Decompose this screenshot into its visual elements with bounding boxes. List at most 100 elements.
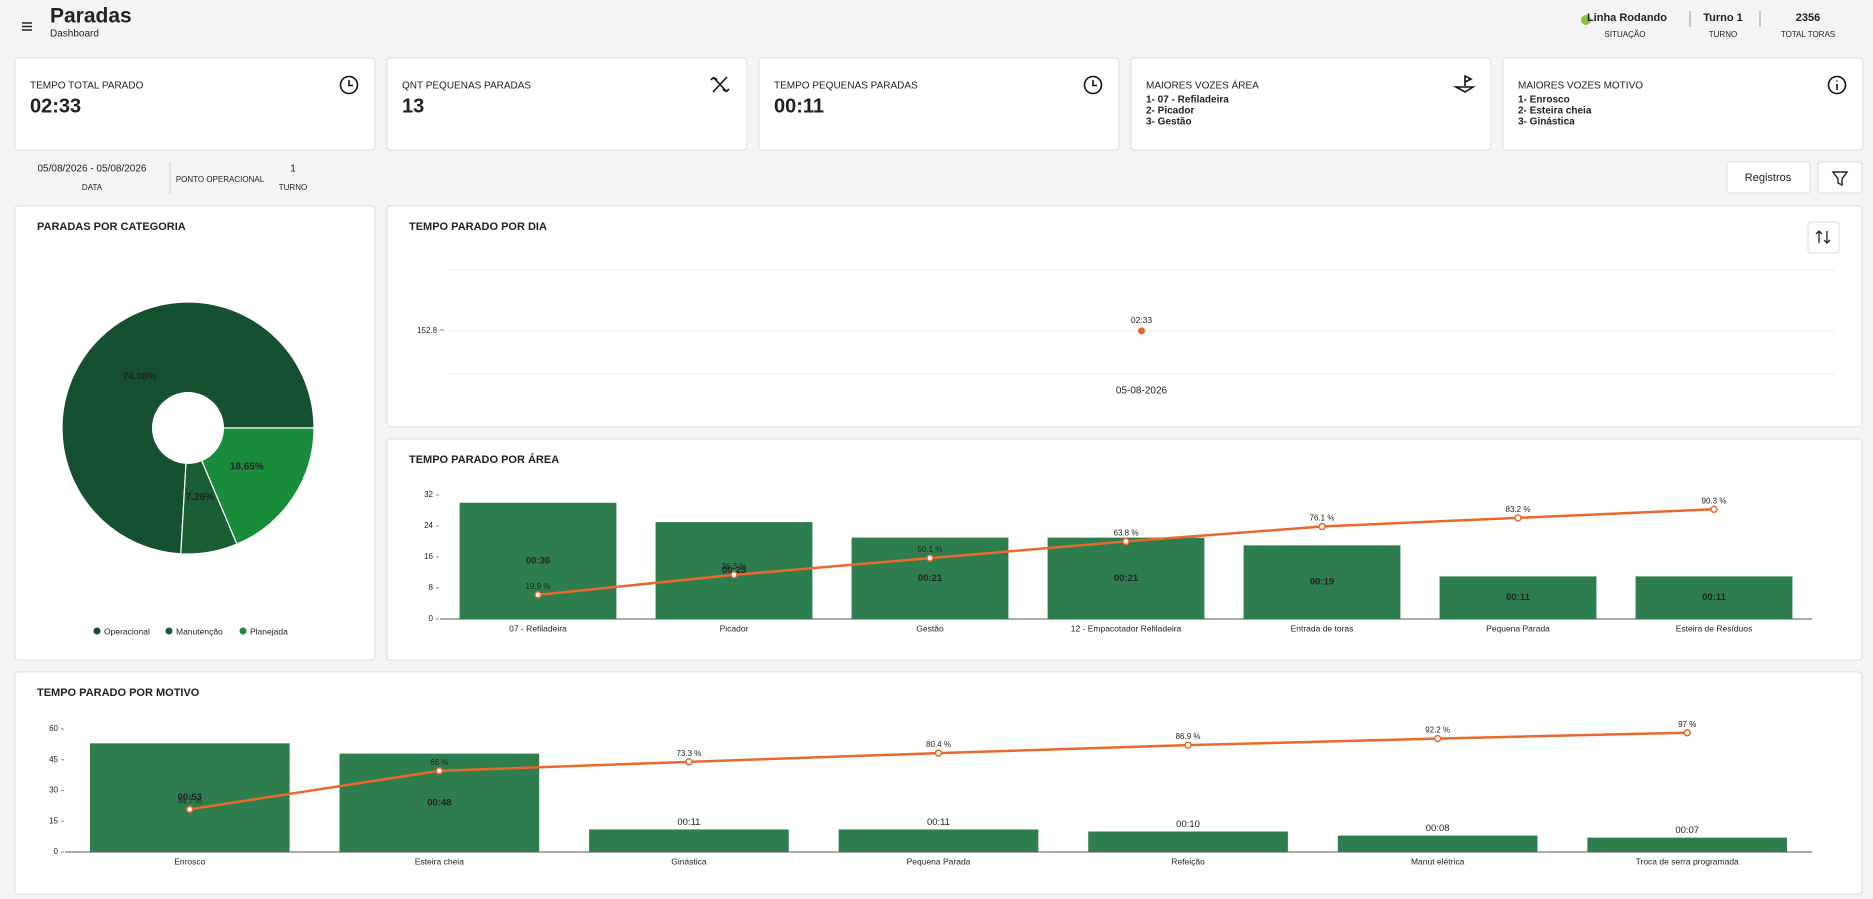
bar [1243,545,1401,619]
sort-button[interactable] [1807,221,1840,254]
pareto-point [730,571,738,579]
x-tick-label: Enrosco [174,856,205,866]
kpi-card [386,57,748,151]
kpi-item: 3- Ginástica [1518,117,1575,128]
donut-hole [152,392,224,464]
clock-icon [339,75,359,95]
pareto-label: 83.2 % [1506,505,1531,514]
pareto-label: 36.3 % [722,562,747,571]
y-tick-label: 30 [49,786,58,795]
clock-icon-hands [1092,80,1097,87]
filter-value: 1 [290,164,296,175]
x-tick-label: Picador [720,623,749,633]
status-value: 2356 [1796,12,1820,24]
clock-icon-hands [348,80,353,87]
x-tick-label: 12 - Empacotador Refiladeira [1071,623,1182,633]
bar [851,537,1009,619]
kpi-value: 13 [402,95,424,117]
kpi-card [1502,57,1864,151]
bar-label: 00:07 [1675,825,1699,836]
pareto-point [435,767,444,775]
kpi-card [1130,57,1492,151]
point [1138,327,1145,335]
filter-icon [1831,171,1849,187]
kpi-item: 2- Esteira cheia [1518,106,1592,117]
kpi-item: 2- Picador [1146,106,1194,117]
y-tick-label: 60 [49,724,58,733]
x-tick-label: Gestão [916,623,944,633]
kpi-label: QNT PEQUENAS PARADAS [402,81,531,92]
pareto-label: 76.1 % [1310,514,1335,523]
pareto-point [1184,741,1192,749]
bar [1088,831,1288,852]
value-label: 02:33 [1131,315,1153,325]
bar [589,829,789,852]
kpi-label: MAIORES VOZES ÁREA [1146,79,1259,92]
y-tick-label: 16 [424,552,433,561]
x-tick-label: Esteira cheia [415,856,464,866]
pareto-point [934,749,943,757]
y-tick-label: 8 [429,583,434,592]
filter-label: PONTO OPERACIONAL [176,175,265,184]
filter-label: TURNO [279,183,307,192]
chart-title: PARADAS POR CATEGORIA [37,221,186,233]
kpi-item: 1- 07 - Refiladeira [1146,95,1229,106]
slice-label: 7.26% [186,492,214,503]
area-icon [1452,74,1476,93]
legend-label: Manutenção [176,626,223,636]
y-tick-label: 24 [424,521,433,530]
pareto-label: 73.3 % [676,749,701,758]
button-label: Registros [1745,172,1792,184]
x-tick-label: Manut elétrica [1411,856,1465,866]
kpi-label: MAIORES VOZES MOTIVO [1518,81,1643,92]
pareto-point [1710,505,1718,513]
status-label: TOTAL TORAS [1781,30,1835,39]
x-tick-label: Pequena Parada [1486,623,1550,633]
bar-label: 00:11 [927,817,950,828]
kpi-item: 3- Gestão [1146,117,1192,128]
bar-label: 00:21 [1114,573,1139,584]
x-tick-label: Ginástica [671,856,707,866]
bar-label: 00:25 [722,565,747,576]
pareto-label: 50.1 % [918,545,943,554]
x-tick-label: Pequena Parada [907,856,971,866]
status-value: Turno 1 [1703,12,1743,24]
x-tick-label: Refeição [1171,856,1205,866]
status-label: SITUAÇÃO [1605,30,1646,39]
kpi-card [758,57,1120,151]
pareto-point [1683,728,1691,737]
bar [1635,576,1793,619]
bar-label: 00:48 [427,797,451,808]
pareto-label: 97 % [1678,720,1696,729]
bar [1439,576,1597,619]
legend-swatch [93,627,101,635]
y-tick-label: 45 [49,755,58,764]
pareto-point [685,758,693,766]
x-tick-label: Troca de serra programada [1636,856,1739,866]
bar-label: 00:30 [526,555,550,566]
bar-label: 00:08 [1426,823,1450,834]
page-title: Paradas [50,5,132,28]
filter-label: DATA [82,183,103,192]
kpi-item: 1- Enrosco [1518,95,1570,106]
status-value: Linha Rodando [1587,12,1667,24]
registros-button[interactable] [1726,161,1811,194]
x-tick-label: Esteira de Resíduos [1676,623,1753,633]
bar-label: 00:21 [918,573,943,584]
x-tick-label: 05-08-2026 [1116,386,1168,397]
menu-button[interactable] [22,22,32,31]
slice-label: 18.65% [230,462,264,473]
bar-label: 00:10 [1176,819,1200,830]
info-icon [1827,75,1847,95]
pie-slice [187,427,315,545]
kpi-value: 00:11 [774,95,824,117]
bar [1587,837,1788,852]
bar-label: 00:53 [178,792,202,803]
sort-icon [1815,230,1831,244]
slice-label: 74.08% [123,371,157,382]
legend-label: Planejada [250,626,288,636]
pareto-label: 63.8 % [1114,529,1139,538]
chart-title: TEMPO PARADO POR DIA [409,221,547,233]
filter-button[interactable] [1817,161,1863,194]
kpi-label: TEMPO TOTAL PARADO [30,81,144,92]
